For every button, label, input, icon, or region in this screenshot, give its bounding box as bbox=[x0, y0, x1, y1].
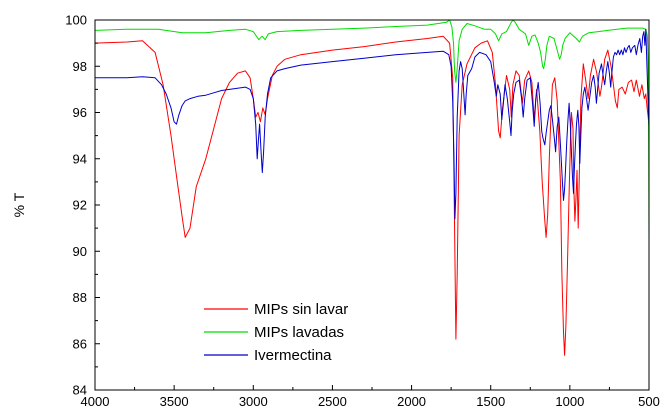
legend-label-2: MIPs lavadas bbox=[254, 324, 344, 341]
y-tick-label: 100 bbox=[65, 13, 87, 28]
legend: MIPs sin lavar MIPs lavadas Ivermectina bbox=[204, 301, 348, 364]
x-tick-label: 3500 bbox=[160, 394, 189, 409]
x-tick-label: 1500 bbox=[476, 394, 505, 409]
y-axis: 84 86 88 90 92 94 96 98 100 bbox=[65, 13, 100, 398]
y-tick-label: 96 bbox=[73, 105, 87, 120]
y-tick-label: 86 bbox=[73, 336, 87, 351]
x-axis: 4000 3500 3000 2500 2000 1500 1000 500 bbox=[81, 385, 660, 409]
y-tick-label: 90 bbox=[73, 244, 87, 259]
x-tick-label: 3000 bbox=[239, 394, 268, 409]
y-tick-label: 84 bbox=[73, 383, 87, 398]
x-tick-label: 1000 bbox=[555, 394, 584, 409]
x-tick-label: 4000 bbox=[81, 394, 110, 409]
series-line-1 bbox=[94, 35, 650, 356]
legend-label-3: Ivermectina bbox=[254, 347, 332, 364]
x-tick-label: 2500 bbox=[318, 394, 347, 409]
series-layer bbox=[94, 19, 650, 356]
y-tick-label: 98 bbox=[73, 59, 87, 74]
y-tick-label: 88 bbox=[73, 290, 87, 305]
y-axis-label: % T bbox=[11, 192, 27, 217]
series-line-2 bbox=[94, 19, 650, 240]
series-line-3 bbox=[95, 28, 650, 220]
legend-label-1: MIPs sin lavar bbox=[254, 301, 348, 318]
y-tick-label: 92 bbox=[73, 198, 87, 213]
x-tick-label: 2000 bbox=[397, 394, 426, 409]
x-tick-label: 500 bbox=[638, 394, 660, 409]
y-tick-label: 94 bbox=[73, 151, 87, 166]
